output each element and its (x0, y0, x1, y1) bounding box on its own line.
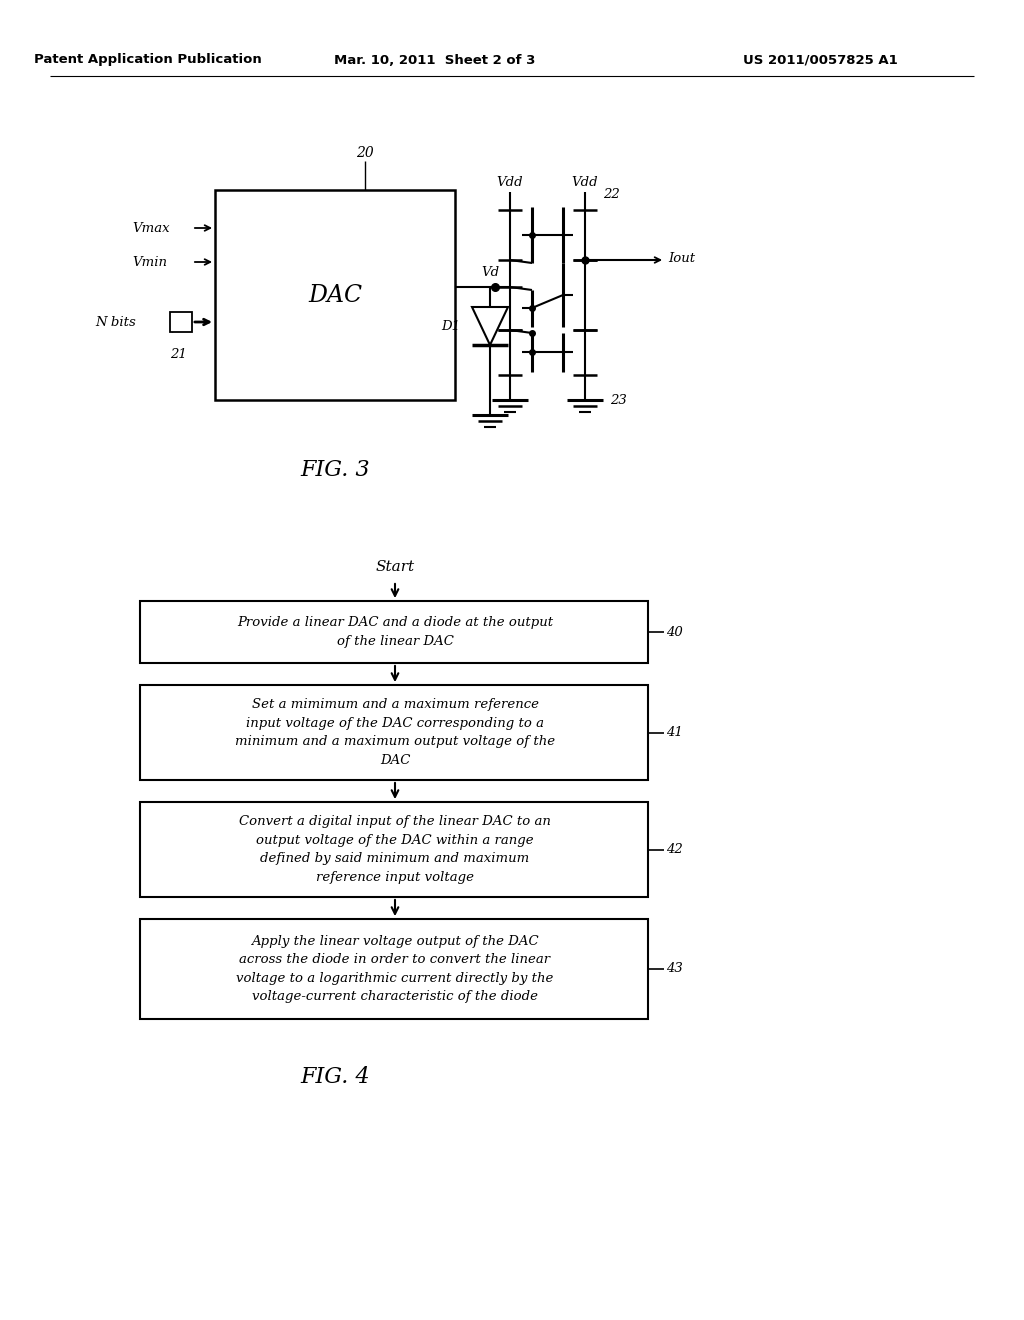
Text: Provide a linear DAC and a diode at the output
of the linear DAC: Provide a linear DAC and a diode at the … (237, 616, 553, 648)
Text: 40: 40 (666, 626, 683, 639)
Text: Vd: Vd (481, 265, 499, 279)
Text: Iout: Iout (668, 252, 695, 264)
Text: Vdd: Vdd (497, 177, 523, 190)
Bar (140, 919, 648, 1019)
Text: Vmin: Vmin (132, 256, 167, 268)
Text: D1: D1 (441, 319, 460, 333)
Text: 23: 23 (610, 393, 627, 407)
Text: US 2011/0057825 A1: US 2011/0057825 A1 (742, 54, 897, 66)
Text: 42: 42 (666, 843, 683, 855)
Text: FIG. 3: FIG. 3 (300, 459, 370, 480)
Text: 22: 22 (603, 189, 620, 202)
Polygon shape (472, 308, 508, 345)
Text: DAC: DAC (308, 284, 362, 306)
Text: Set a mimimum and a maximum reference
input voltage of the DAC corresponding to : Set a mimimum and a maximum reference in… (234, 698, 555, 767)
Bar (140, 601, 648, 663)
Text: Start: Start (376, 560, 415, 574)
Text: FIG. 4: FIG. 4 (300, 1067, 370, 1088)
Bar (170, 312, 193, 333)
Text: Apply the linear voltage output of the DAC
across the diode in order to convert : Apply the linear voltage output of the D… (237, 935, 554, 1003)
Text: 41: 41 (666, 726, 683, 739)
Text: Mar. 10, 2011  Sheet 2 of 3: Mar. 10, 2011 Sheet 2 of 3 (334, 54, 536, 66)
Text: Patent Application Publication: Patent Application Publication (34, 54, 262, 66)
Text: 20: 20 (356, 147, 374, 160)
Bar (140, 803, 648, 898)
Text: Vmax: Vmax (132, 222, 170, 235)
Text: Vdd: Vdd (571, 177, 598, 190)
Text: 43: 43 (666, 962, 683, 975)
Text: Convert a digital input of the linear DAC to an
output voltage of the DAC within: Convert a digital input of the linear DA… (239, 816, 551, 884)
Bar (215, 190, 455, 400)
Text: N bits: N bits (95, 315, 136, 329)
Text: 21: 21 (170, 347, 186, 360)
Bar (140, 685, 648, 780)
